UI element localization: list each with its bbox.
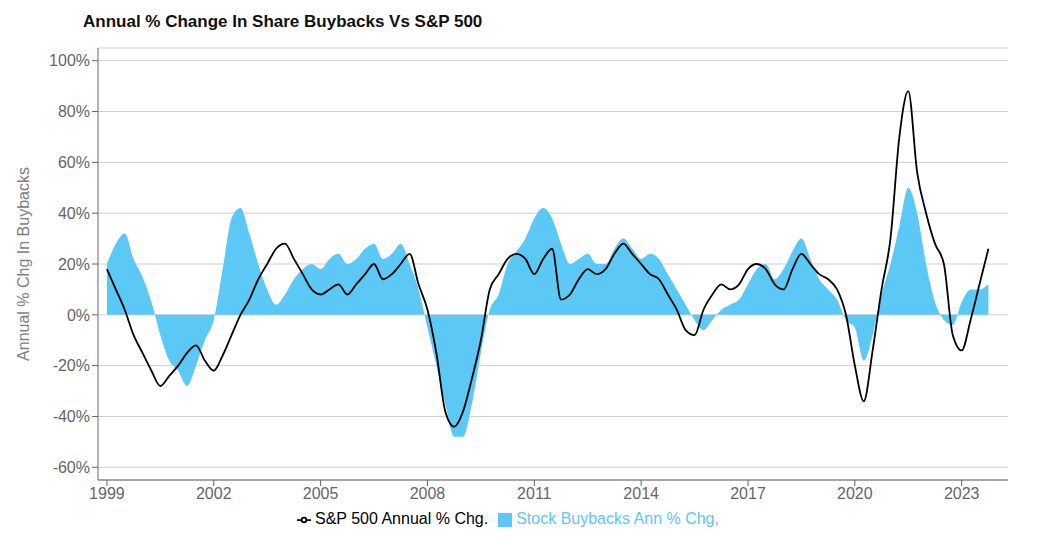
html-text:Annual % Change In Share Buyba: Annual % Change In Share Buybacks Vs S&P… xyxy=(83,12,483,31)
svg-text:2005: 2005 xyxy=(303,485,339,502)
svg-text:1999: 1999 xyxy=(89,485,125,502)
svg-text:20%: 20% xyxy=(58,256,90,273)
svg-text:2008: 2008 xyxy=(410,485,446,502)
svg-text:2023: 2023 xyxy=(944,485,980,502)
html-text:S&P 500 Annual % Chg.: S&P 500 Annual % Chg. xyxy=(315,510,489,527)
svg-text:2002: 2002 xyxy=(196,485,232,502)
svg-text:60%: 60% xyxy=(58,154,90,171)
svg-text:2020: 2020 xyxy=(837,485,873,502)
svg-text:2017: 2017 xyxy=(730,485,766,502)
svg-text:-60%: -60% xyxy=(53,459,90,476)
svg-text:40%: 40% xyxy=(58,205,90,222)
svg-text:80%: 80% xyxy=(58,103,90,120)
svg-text:-20%: -20% xyxy=(53,357,90,374)
svg-text:-40%: -40% xyxy=(53,408,90,425)
svg-text:2014: 2014 xyxy=(623,485,659,502)
svg-text:0%: 0% xyxy=(67,307,90,324)
html-text:Stock Buybacks Ann % Chg,: Stock Buybacks Ann % Chg, xyxy=(516,510,719,527)
svg-text:100%: 100% xyxy=(49,52,90,69)
svg-text:2011: 2011 xyxy=(517,485,552,502)
svg-text:Annual % Chg In Buybacks: Annual % Chg In Buybacks xyxy=(15,167,32,361)
